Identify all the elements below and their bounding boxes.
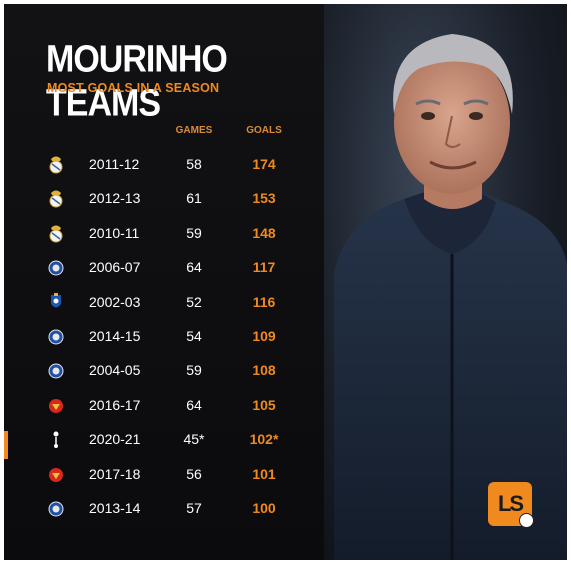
- column-header-games: GAMES: [175, 125, 213, 136]
- real-madrid-crest-icon: [48, 188, 64, 208]
- games-value: 58: [186, 156, 202, 172]
- table-row: 2016-17 64 105: [4, 389, 324, 423]
- brand-logo-text: LS: [497, 491, 524, 516]
- man-utd-crest-icon: [48, 464, 64, 484]
- table-row: 2014-15 54 109: [4, 320, 324, 354]
- table-row: 2004-05 59 108: [4, 354, 324, 388]
- games-value: 52: [186, 293, 202, 310]
- season-label: 2014-15: [89, 328, 141, 344]
- chelsea-crest-icon: [48, 326, 64, 346]
- season-label: 2012-13: [89, 190, 141, 207]
- table-row: 2013-14 57 100: [4, 492, 324, 526]
- goals-value: 101: [252, 465, 276, 482]
- season-label: 2016-17: [89, 396, 141, 413]
- season-label: 2002-03: [89, 293, 141, 310]
- goals-value: 100: [252, 500, 276, 516]
- table-row: 2017-18 56 101: [4, 458, 324, 492]
- porto-crest-icon: [48, 292, 64, 312]
- games-value: 56: [186, 465, 202, 482]
- games-value: 61: [186, 190, 202, 207]
- manager-photo: [324, 4, 567, 560]
- manager-portrait-illustration: [334, 34, 567, 560]
- games-value: 59: [186, 362, 202, 379]
- season-label: 2017-18: [89, 465, 141, 482]
- tottenham-crest-icon: [48, 429, 64, 449]
- season-label: 2010-11: [89, 224, 140, 241]
- infographic-card: MOURINHO TEAMS MOST GOALS IN A SEASON GA…: [4, 4, 567, 560]
- stats-panel: MOURINHO TEAMS MOST GOALS IN A SEASON GA…: [4, 4, 324, 560]
- season-label: 2004-05: [89, 362, 141, 379]
- chelsea-crest-icon: [48, 257, 64, 277]
- table-row: 2002-03 52 116: [4, 286, 324, 320]
- table-row: 2006-07 64 117: [4, 251, 324, 285]
- column-header-goals: GOALS: [246, 125, 282, 136]
- season-label: 2006-07: [89, 259, 141, 276]
- goals-value: 174: [252, 156, 276, 172]
- goals-value: 105: [252, 396, 276, 413]
- chelsea-crest-icon: [48, 498, 64, 518]
- goals-value: 116: [252, 293, 276, 310]
- table-row: 2011-12 58 174: [4, 148, 324, 182]
- table-row: 2012-13 61 153: [4, 182, 324, 216]
- goals-value: 117: [252, 259, 276, 276]
- goals-value: 108: [252, 362, 276, 379]
- goals-value: 102*: [249, 431, 279, 448]
- man-utd-crest-icon: [48, 395, 64, 415]
- page-title: MOURINHO TEAMS: [46, 38, 228, 125]
- season-label: 2013-14: [89, 500, 141, 516]
- real-madrid-crest-icon: [48, 223, 64, 243]
- season-label: 2020-21: [89, 431, 141, 448]
- games-value: 59: [186, 224, 202, 241]
- games-value: 64: [186, 396, 202, 413]
- goals-value: 148: [252, 224, 276, 241]
- goals-value: 109: [252, 328, 276, 344]
- games-value: 57: [186, 500, 202, 516]
- table-row: 2020-21 45* 102*: [4, 423, 324, 457]
- highlight-marker: [4, 431, 8, 459]
- football-icon: [519, 513, 534, 528]
- chelsea-crest-icon: [48, 360, 64, 380]
- games-value: 64: [186, 259, 202, 276]
- goals-value: 153: [252, 190, 276, 207]
- brand-logo: LS: [488, 482, 534, 528]
- games-value: 54: [186, 328, 202, 344]
- page-subtitle: MOST GOALS IN A SEASON: [47, 81, 220, 95]
- season-label: 2011-12: [89, 156, 140, 172]
- table-row: 2010-11 59 148: [4, 217, 324, 251]
- real-madrid-crest-icon: [48, 154, 64, 174]
- games-value: 45*: [183, 431, 205, 448]
